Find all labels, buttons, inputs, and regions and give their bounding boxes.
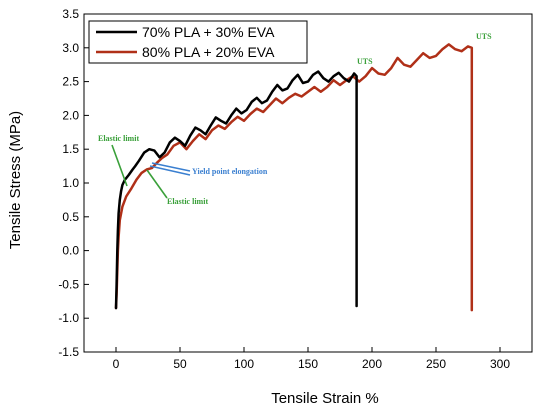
elastic-limit-80pla-label: Elastic limit: [167, 197, 208, 206]
axis-ticks: 0 50 100 150 200 250 300 -1.5 -1.0 -0.5 0.0 0.5 1.0 1…: [58, 7, 510, 371]
plot-frame: [83, 13, 533, 353]
uts-70pla-label: UTS: [357, 57, 373, 66]
legend-label-80pla: 80% PLA + 20% EVA: [142, 44, 275, 60]
x-tick-label: 300: [490, 357, 510, 371]
y-tick-label: 1.0: [62, 176, 79, 190]
x-tick-label: 100: [234, 357, 254, 371]
x-tick-label: 250: [426, 357, 446, 371]
elastic-limit-70pla-label: Elastic limit: [98, 134, 139, 143]
series-line-80pla-20eva: [114, 43, 474, 312]
x-tick-label: 150: [298, 357, 318, 371]
y-tick-label: -0.5: [58, 277, 79, 291]
x-tick-label: 50: [173, 357, 187, 371]
y-tick-label: 0.5: [62, 210, 79, 224]
yield-pointer-lower: [149, 165, 191, 176]
y-axis-title: Tensile Stress (MPa): [7, 111, 24, 249]
legend: 70% PLA + 30% EVA 80% PLA + 20% EVA: [88, 20, 308, 64]
y-tick-label: 3.5: [62, 7, 79, 21]
x-tick-label: 200: [362, 357, 382, 371]
uts-80pla-label: UTS: [476, 32, 492, 41]
y-tick-label: 2.0: [62, 108, 79, 122]
y-tick-label: 0.0: [62, 244, 79, 258]
x-axis-title: Tensile Strain %: [271, 390, 379, 407]
y-tick-label: 2.5: [62, 75, 79, 89]
annotations: Elastic limit Yield point elongation Elast…: [98, 32, 492, 206]
y-tick-label: -1.5: [58, 345, 79, 359]
elastic-limit-80pla-pointer: [146, 169, 168, 199]
yield-point-elongation-label: Yield point elongation: [192, 167, 268, 176]
y-tick-label: 1.5: [62, 142, 79, 156]
y-tick-label: -1.0: [58, 311, 79, 325]
series-line-70pla-30eva: [114, 70, 358, 310]
legend-box: [88, 20, 308, 64]
elastic-limit-70pla-pointer: [111, 144, 128, 187]
y-tick-label: 3.0: [62, 41, 79, 55]
yield-pointer-upper: [151, 162, 191, 172]
legend-label-70pla: 70% PLA + 30% EVA: [142, 24, 275, 40]
data-series: [114, 43, 474, 312]
x-tick-label: 0: [113, 357, 120, 371]
